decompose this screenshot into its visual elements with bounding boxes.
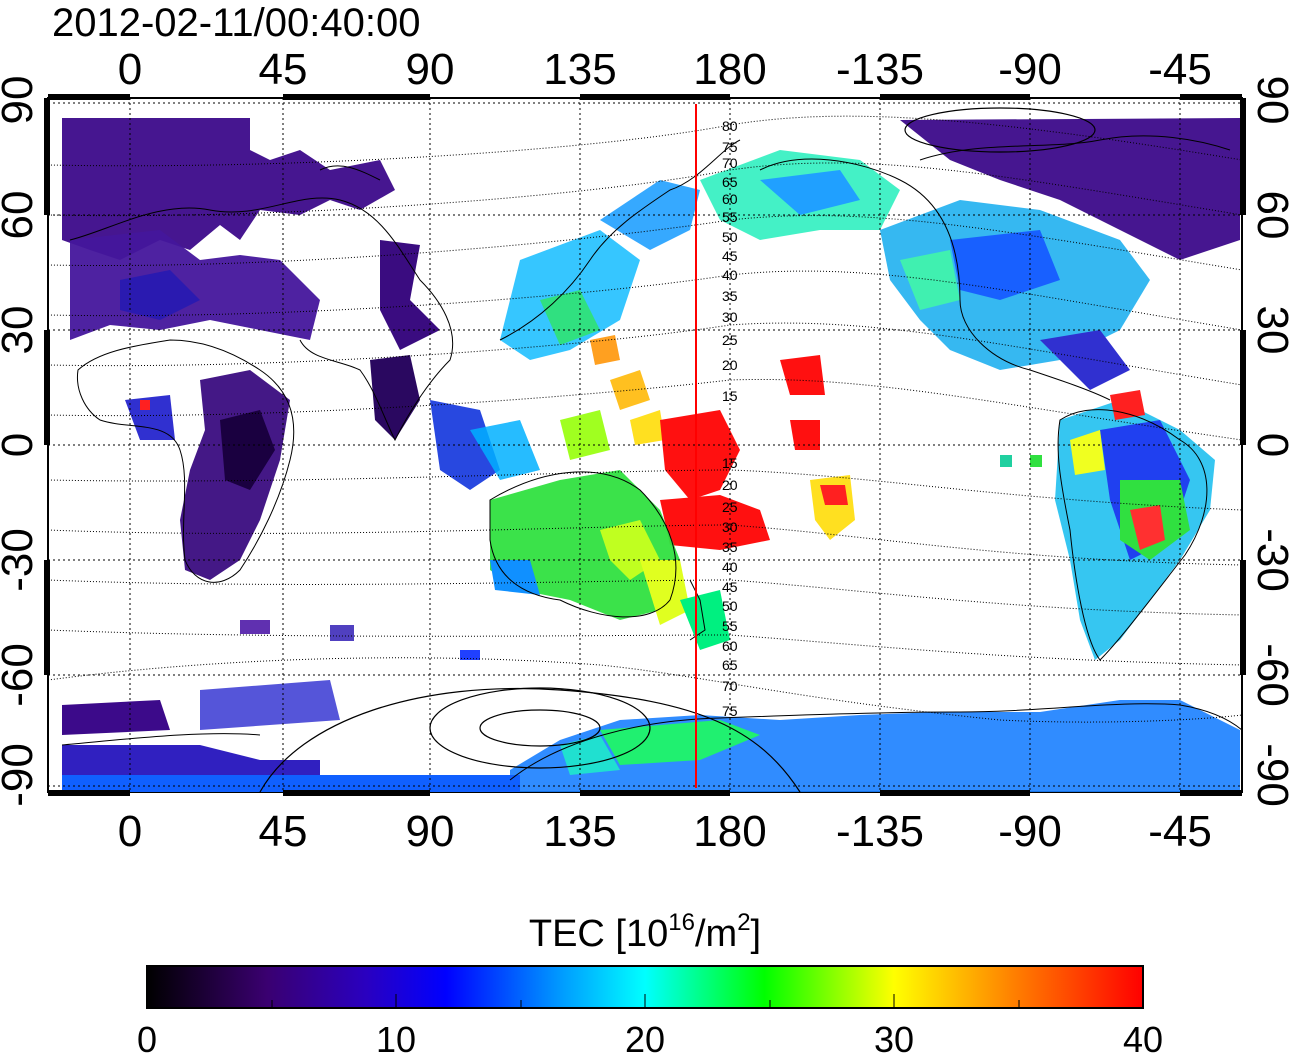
contour-label: 55 [722, 209, 738, 225]
lat-label: -90 [1248, 743, 1292, 807]
lat-label: -60 [1248, 643, 1292, 707]
left-latitude-labels: 90 60 30 0 -30 -60 -90 [0, 76, 42, 807]
lat-label: 60 [1248, 191, 1292, 240]
frame-ticks [44, 94, 1246, 796]
contour-label: 35 [722, 288, 738, 304]
lon-label: 135 [543, 807, 616, 856]
colorbar-tick-label: 30 [874, 1019, 914, 1057]
lon-label: -90 [998, 45, 1062, 94]
contour-label: 45 [722, 248, 738, 264]
colorbar-tick-label: 20 [625, 1019, 665, 1057]
contour-label: 50 [722, 229, 738, 245]
colorbar-tick-labels: 0 10 20 30 40 [137, 1019, 1163, 1057]
contour-labels-upper: 80 75 70 65 60 55 50 45 40 35 30 25 20 1… [722, 118, 738, 404]
contour-label: 30 [722, 519, 738, 535]
coastlines [61, 135, 1243, 781]
contour-label: 35 [722, 539, 738, 555]
contour-label: 60 [722, 191, 738, 207]
lat-label: 0 [1248, 433, 1292, 457]
contour-label: 60 [722, 638, 738, 654]
magnetic-latitude-contours [47, 115, 1243, 723]
contour-label: 15 [722, 388, 738, 404]
lon-label: -90 [998, 807, 1062, 856]
lat-label: 90 [0, 76, 42, 125]
contour-label: 20 [722, 357, 738, 373]
contour-label: 40 [722, 559, 738, 575]
contour-label: 70 [722, 155, 738, 171]
lon-label: 180 [693, 807, 766, 856]
lon-label: -45 [1148, 807, 1212, 856]
lat-label: -30 [1248, 528, 1292, 592]
lat-label: -90 [0, 743, 42, 807]
lat-label: 60 [0, 191, 42, 240]
contour-label: 40 [722, 267, 738, 283]
contour-label: 80 [722, 118, 738, 134]
lat-label: -60 [0, 643, 42, 707]
magnetic-pole-contours [259, 107, 1096, 793]
lon-label: -135 [836, 45, 924, 94]
lon-label: 0 [118, 45, 142, 94]
right-latitude-labels: 90 60 30 0 -30 -60 -90 [1248, 76, 1292, 807]
top-longitude-labels: 0 45 90 135 180 -135 -90 -45 [118, 45, 1212, 94]
contour-label: 65 [722, 657, 738, 673]
lon-label: 180 [693, 45, 766, 94]
contour-label: 15 [722, 455, 738, 471]
colorbar-tick-label: 40 [1123, 1019, 1163, 1057]
lat-label: 30 [0, 306, 42, 355]
tec-data-layer [62, 118, 1240, 792]
contour-labels-lower: 15 20 25 30 35 40 45 50 55 60 65 70 75 [722, 455, 738, 719]
lon-label: -135 [836, 807, 924, 856]
lon-label: -45 [1148, 45, 1212, 94]
lat-label: 30 [1248, 306, 1292, 355]
lon-label: 90 [406, 807, 455, 856]
contour-label: 30 [722, 309, 738, 325]
lon-label: 135 [543, 45, 616, 94]
lat-label: -30 [0, 528, 42, 592]
lat-label: 90 [1248, 76, 1292, 125]
contour-label: 65 [722, 174, 738, 190]
contour-label: 45 [722, 579, 738, 595]
contour-label: 55 [722, 618, 738, 634]
contour-label: 25 [722, 499, 738, 515]
colorbar-tick-label: 10 [376, 1019, 416, 1057]
contour-label: 50 [722, 598, 738, 614]
contour-label: 75 [722, 703, 738, 719]
timestamp-title: 2012-02-11/00:40:00 [52, 1, 420, 45]
contour-label: 75 [722, 139, 738, 155]
lat-label: 0 [0, 433, 42, 457]
lon-label: 0 [118, 807, 142, 856]
contour-label: 25 [722, 332, 738, 348]
contour-label: 70 [722, 678, 738, 694]
colorbar-tick-label: 0 [137, 1019, 157, 1057]
lon-label: 90 [406, 45, 455, 94]
colorbar-ticks [271, 994, 1020, 1008]
graticule [48, 98, 1242, 792]
colorbar-title: TEC [1016/m2] [529, 909, 761, 955]
bottom-longitude-labels: 0 45 90 135 180 -135 -90 -45 [118, 807, 1212, 856]
lon-label: 45 [259, 45, 308, 94]
contour-label: 20 [722, 477, 738, 493]
lon-label: 45 [259, 807, 308, 856]
